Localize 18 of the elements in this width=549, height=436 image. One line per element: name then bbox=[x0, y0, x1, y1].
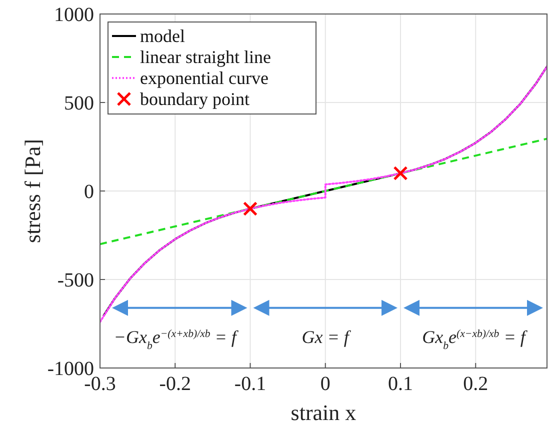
x-tick-label: -0.1 bbox=[234, 373, 266, 395]
legend-label: linear straight line bbox=[140, 47, 271, 67]
x-tick-label: 0 bbox=[320, 373, 330, 395]
legend-label: boundary point bbox=[140, 89, 250, 109]
y-tick-label: -500 bbox=[57, 270, 94, 292]
x-axis-title: strain x bbox=[290, 400, 356, 425]
y-axis-title: stress f [Pa] bbox=[20, 139, 45, 243]
annotation: Gx = f bbox=[302, 327, 352, 348]
legend-label: model bbox=[140, 26, 185, 46]
legend-label: exponential curve bbox=[140, 68, 268, 88]
annotation: Gx$_{b}$e$^{(x−xb)/xb}$ = f bbox=[422, 327, 528, 352]
y-tick-label: 0 bbox=[84, 181, 94, 203]
x-tick-label: 0.1 bbox=[388, 373, 414, 395]
x-tick-label: 0.2 bbox=[463, 373, 488, 395]
y-tick-label: 500 bbox=[64, 92, 94, 114]
annotation: −Gx$_{b}$e$^{−(x+xb)/xb}$ = f bbox=[114, 327, 240, 352]
y-tick-label: 1000 bbox=[54, 4, 94, 26]
x-tick-label: -0.2 bbox=[159, 373, 191, 395]
